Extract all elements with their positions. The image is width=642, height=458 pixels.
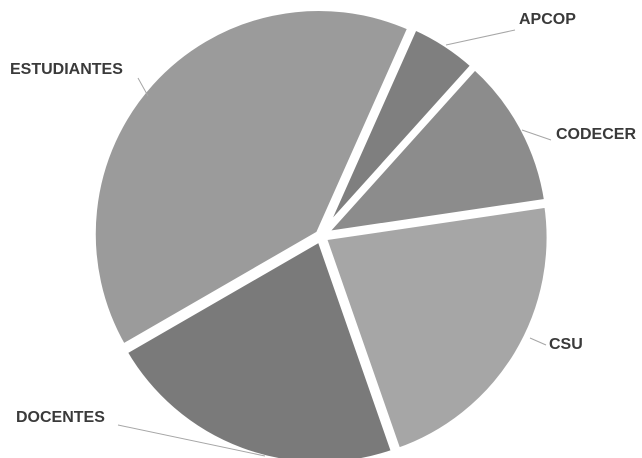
leader-line-apcop (445, 29, 516, 46)
pie-slice-codecer (315, 62, 551, 239)
slice-label-csu: CSU (549, 336, 583, 353)
leader-line-estudiantes (137, 77, 149, 97)
slices-layer (89, 5, 553, 458)
slice-label-estudiantes: ESTUDIANTES (10, 61, 123, 78)
leader-line-codecer (521, 129, 552, 141)
slice-label-apcop: APCOP (519, 11, 576, 28)
leader-line-docentes (117, 424, 266, 457)
leader-lines-layer (117, 29, 552, 457)
slice-label-codecer: CODECER (556, 126, 636, 143)
slice-label-docentes: DOCENTES (16, 409, 105, 426)
pie-slice-csu (319, 201, 553, 455)
pie-slice-estudiantes (89, 5, 415, 352)
leader-line-csu (529, 337, 547, 346)
labels-layer: APCOP CODECER CSU DOCENTES ESTUDIANTES (10, 11, 636, 426)
